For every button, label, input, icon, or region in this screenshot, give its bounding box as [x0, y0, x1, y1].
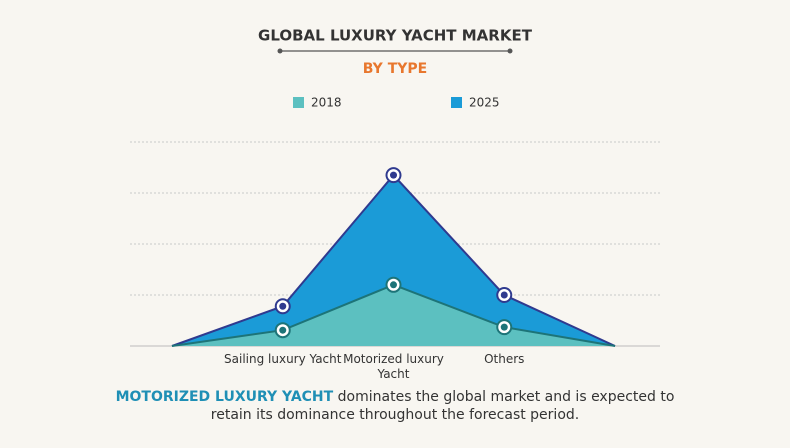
point-dot	[279, 326, 287, 334]
legend-swatch	[293, 97, 304, 108]
legend-label: 2018	[311, 96, 342, 110]
point-dot	[279, 302, 287, 310]
x-tick-label: Sailing luxury Yacht	[224, 352, 342, 366]
area	[172, 175, 615, 346]
chart-title: GLOBAL LUXURY YACHT MARKET	[258, 27, 533, 45]
x-tick-label: Motorized luxury Yacht	[343, 352, 444, 381]
rule-dot	[507, 48, 513, 54]
footnote-highlight: MOTORIZED LUXURY YACHT	[115, 389, 334, 405]
footnote: MOTORIZED LUXURY YACHT dominates the glo…	[100, 388, 690, 424]
point-dot	[500, 323, 508, 331]
legend-label: 2025	[469, 96, 500, 110]
legend-swatch	[451, 97, 462, 108]
chart-subtitle: BY TYPE	[363, 61, 427, 77]
point-dot	[390, 171, 397, 179]
footnote-text: dominates the global market and is expec…	[210, 389, 675, 423]
point-dot	[500, 291, 508, 299]
rule-dot	[277, 48, 283, 54]
point-dot	[390, 281, 397, 289]
x-tick-label: Others	[484, 352, 525, 366]
